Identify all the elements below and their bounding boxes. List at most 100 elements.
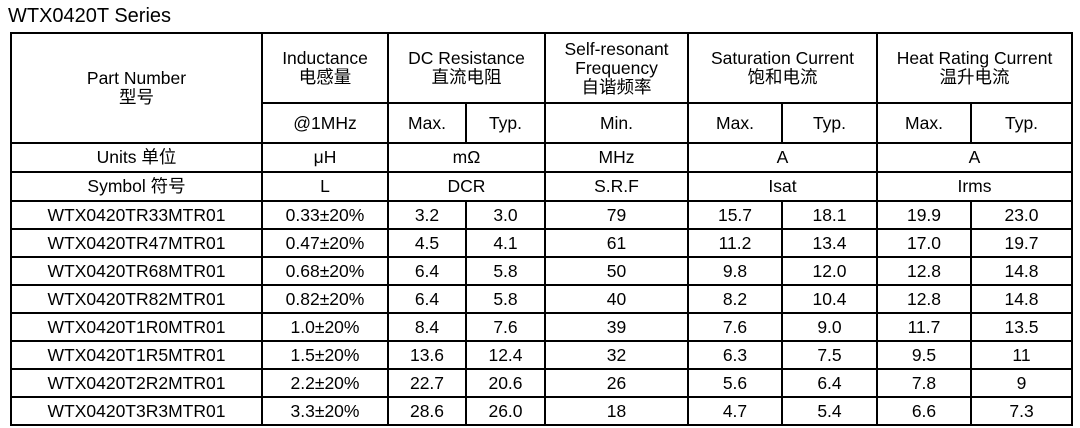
inductance-cell: 1.0±20% [261,312,389,342]
irms-typ-cell: 13.5 [969,312,1074,342]
table-row: WTX0420T3R3MTR01 3.3±20% 28.6 26.0 18 4.… [10,396,1074,426]
dcr-typ-cell: 20.6 [465,368,546,398]
table-row: WTX0420T2R2MTR01 2.2±20% 22.7 20.6 26 5.… [10,368,1074,398]
irms-max-cell: 7.8 [876,368,972,398]
irms-typ-cell: 23.0 [969,200,1074,230]
header-dc-resistance: DC Resistance 直流电阻 [387,32,546,104]
units-row: Units 单位 μH mΩ MHz A A [10,142,1074,173]
srf-cell: 40 [544,284,689,314]
srf-cell: 18 [544,396,689,426]
table-row: WTX0420T1R0MTR01 1.0±20% 8.4 7.6 39 7.6 … [10,312,1074,342]
dcr-typ-cell: 26.0 [465,396,546,426]
condition-dcr-typ: Typ. [465,102,546,144]
table-row: WTX0420TR33MTR01 0.33±20% 3.2 3.0 79 15.… [10,200,1074,230]
symbol-dcr: DCR [387,171,546,202]
isat-max-cell: 5.6 [687,368,783,398]
dcr-typ-cell: 3.0 [465,200,546,230]
dcr-typ-cell: 5.8 [465,256,546,286]
isat-max-cell: 6.3 [687,340,783,370]
inductance-cell: 0.33±20% [261,200,389,230]
header-heat-rating-current: Heat Rating Current 温升电流 [875,32,1074,104]
isat-typ-cell: 7.5 [781,340,878,370]
irms-typ-cell: 9 [969,368,1074,398]
isat-max-cell: 4.7 [687,396,783,426]
dcr-max-cell: 8.4 [387,312,467,342]
isat-max-cell: 15.7 [687,200,783,230]
condition-srf-min: Min. [544,102,689,144]
unit-dcr: mΩ [387,142,546,173]
condition-isat-max: Max. [687,102,783,144]
inductance-cell: 0.68±20% [261,256,389,286]
part-number-cell: WTX0420T2R2MTR01 [10,368,263,398]
dcr-typ-cell: 5.8 [465,284,546,314]
srf-cell: 79 [544,200,689,230]
units-label: Units 单位 [10,142,263,173]
inductance-cell: 3.3±20% [261,396,389,426]
isat-max-cell: 8.2 [687,284,783,314]
irms-typ-cell: 7.3 [969,396,1074,426]
dcr-typ-cell: 7.6 [465,312,546,342]
irms-typ-cell: 11 [969,340,1074,370]
condition-row: @1MHz Max. Typ. Min. Max. Typ. Max. Typ. [11,102,1074,144]
condition-isat-typ: Typ. [781,102,878,144]
irms-typ-cell: 14.8 [969,284,1074,314]
unit-inductance: μH [261,142,389,173]
irms-max-cell: 11.7 [876,312,972,342]
irms-max-cell: 9.5 [876,340,972,370]
header-part-number: Part Number 型号 [10,32,263,144]
srf-cell: 50 [544,256,689,286]
dcr-typ-cell: 4.1 [465,228,546,258]
dcr-typ-cell: 12.4 [465,340,546,370]
irms-max-cell: 6.6 [876,396,972,426]
spec-table: Part Number 型号 Inductance 电感量 DC Resista… [10,32,1074,426]
srf-cell: 61 [544,228,689,258]
isat-typ-cell: 18.1 [781,200,878,230]
inductance-cell: 0.82±20% [261,284,389,314]
part-number-cell: WTX0420T1R0MTR01 [10,312,263,342]
inductance-cell: 2.2±20% [261,368,389,398]
irms-max-cell: 19.9 [876,200,972,230]
dcr-max-cell: 22.7 [387,368,467,398]
symbols-label: Symbol 符号 [10,171,263,202]
srf-cell: 39 [544,312,689,342]
inductance-cell: 1.5±20% [261,340,389,370]
dcr-max-cell: 4.5 [387,228,467,258]
dcr-max-cell: 28.6 [387,396,467,426]
unit-srf: MHz [544,142,689,173]
header-inductance: Inductance 电感量 [261,32,389,104]
isat-max-cell: 11.2 [687,228,783,258]
header-row: Part Number 型号 Inductance 电感量 DC Resista… [10,32,1074,144]
srf-cell: 26 [544,368,689,398]
table-row: WTX0420T1R5MTR01 1.5±20% 13.6 12.4 32 6.… [10,340,1074,370]
part-number-cell: WTX0420TR47MTR01 [10,228,263,258]
symbols-row: Symbol 符号 L DCR S.R.F Isat Irms [10,171,1074,202]
symbol-irms: Irms [875,171,1074,202]
irms-max-cell: 17.0 [876,228,972,258]
part-number-cell: WTX0420T3R3MTR01 [10,396,263,426]
part-number-cell: WTX0420TR33MTR01 [10,200,263,230]
dcr-max-cell: 6.4 [387,256,467,286]
condition-irms-typ: Typ. [969,102,1074,144]
series-title: WTX0420T Series [8,5,172,27]
srf-cell: 32 [544,340,689,370]
condition-inductance: @1MHz [261,102,389,144]
isat-max-cell: 7.6 [687,312,783,342]
dcr-max-cell: 13.6 [387,340,467,370]
condition-dcr-max: Max. [387,102,467,144]
table-row: WTX0420TR68MTR01 0.68±20% 6.4 5.8 50 9.8… [10,256,1074,286]
header-saturation-current: Saturation Current 饱和电流 [687,32,878,104]
symbol-srf: S.R.F [544,171,689,202]
symbol-inductance: L [261,171,389,202]
part-number-cell: WTX0420TR82MTR01 [10,284,263,314]
unit-irms: A [875,142,1074,173]
table-row: WTX0420TR47MTR01 0.47±20% 4.5 4.1 61 11.… [10,228,1074,258]
irms-max-cell: 12.8 [876,284,972,314]
symbol-isat: Isat [687,171,878,202]
irms-max-cell: 12.8 [876,256,972,286]
unit-isat: A [687,142,878,173]
isat-max-cell: 9.8 [687,256,783,286]
header-srf: Self-resonant Frequency 自谐频率 [544,32,689,104]
isat-typ-cell: 12.0 [781,256,878,286]
isat-typ-cell: 6.4 [781,368,878,398]
isat-typ-cell: 10.4 [781,284,878,314]
